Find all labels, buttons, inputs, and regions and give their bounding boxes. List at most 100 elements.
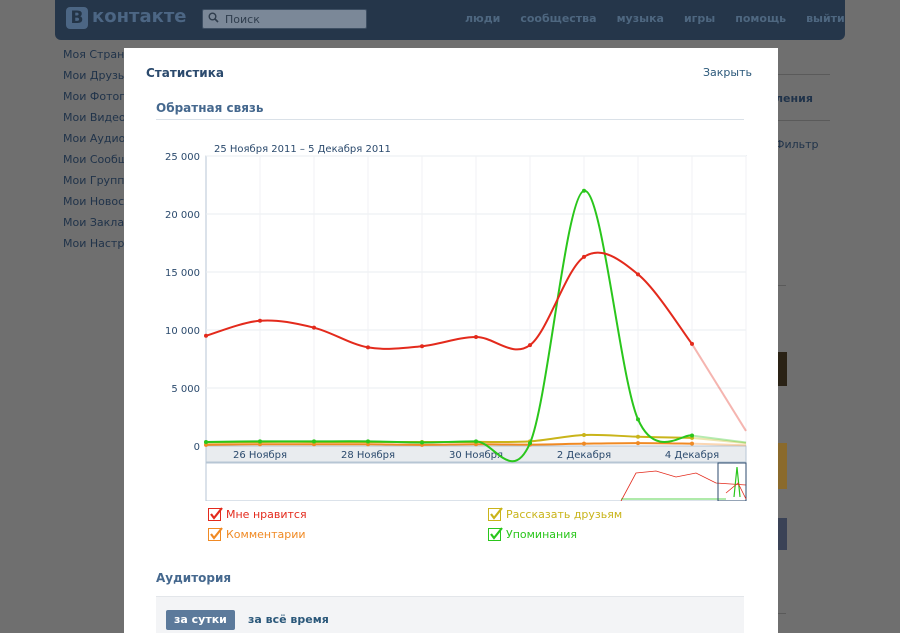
data-point xyxy=(690,433,694,438)
checkbox-icon[interactable] xyxy=(208,526,223,541)
checkbox-icon[interactable] xyxy=(488,506,503,521)
series-line xyxy=(205,189,693,463)
audience-section-title: Аудитория xyxy=(156,571,232,585)
logo-icon: В xyxy=(66,7,88,29)
x-tick-label: 4 Декабря xyxy=(665,450,719,461)
data-point xyxy=(474,439,478,444)
series-line-partial xyxy=(691,434,747,444)
sidebar-item-friends[interactable]: Мои Друзья xyxy=(63,69,131,82)
data-point xyxy=(312,439,316,444)
data-point xyxy=(636,272,640,277)
navigator-series xyxy=(620,470,747,502)
series-line xyxy=(205,251,693,351)
sidebar-item-bookmarks[interactable]: Мои Заклад xyxy=(63,216,132,229)
series-line-partial xyxy=(691,436,747,445)
data-point xyxy=(366,439,370,444)
tab-day[interactable]: за сутки xyxy=(166,610,235,630)
chart-svg: 25 Ноября 2011 – 5 Декабря 2011 0 5 000 10… xyxy=(165,144,747,502)
navigator xyxy=(205,462,747,502)
divider xyxy=(760,120,830,121)
nav-communities[interactable]: сообщества xyxy=(520,12,597,25)
data-point xyxy=(582,254,586,259)
navigator-series xyxy=(725,482,747,500)
statistics-modal: Статистика Закрыть Обратная связь 25 Ноя… xyxy=(124,48,778,633)
data-point xyxy=(258,318,262,323)
data-point xyxy=(528,343,532,348)
data-point xyxy=(636,417,640,422)
y-tick-label: 5 000 xyxy=(171,384,200,395)
search-input[interactable]: Поиск xyxy=(202,9,367,29)
sidebar-item-videos[interactable]: Мои Видеоз xyxy=(63,111,132,124)
data-point xyxy=(582,188,586,193)
tab-all-time[interactable]: за всё время xyxy=(248,613,329,626)
data-point xyxy=(474,334,478,339)
data-point xyxy=(312,325,316,330)
checkbox-icon[interactable] xyxy=(208,506,223,521)
search-icon xyxy=(208,12,219,23)
navigator-peak xyxy=(733,466,741,498)
data-point xyxy=(636,434,640,439)
series-line-partial xyxy=(691,442,747,447)
data-point xyxy=(636,441,640,446)
legend-item[interactable]: Рассказать друзьям xyxy=(488,506,622,522)
sidebar-item-messages[interactable]: Мои Сообщ xyxy=(63,153,129,166)
x-tick-label: 30 Ноября xyxy=(449,450,503,461)
nav-help[interactable]: помощь xyxy=(735,12,787,25)
sidebar-item-news[interactable]: Мои Новост xyxy=(63,195,131,208)
data-point xyxy=(204,439,208,444)
legend-item[interactable]: Комментарии xyxy=(208,526,306,542)
series-line-partial xyxy=(691,343,747,432)
feedback-chart: 25 Ноября 2011 – 5 Декабря 2011 0 5 000 10… xyxy=(146,136,756,504)
filter-link[interactable]: Фильтр xyxy=(775,138,819,151)
legend-label: Комментарии xyxy=(226,527,306,541)
data-point xyxy=(366,345,370,350)
data-point xyxy=(582,441,586,446)
divider xyxy=(760,74,830,75)
y-tick-label: 20 000 xyxy=(165,210,200,221)
audience-tabs: за сутки за всё время xyxy=(156,596,744,633)
divider xyxy=(778,613,786,614)
legend-item[interactable]: Упоминания xyxy=(488,526,577,542)
sidebar-item-groups[interactable]: Мои Группы xyxy=(63,174,134,187)
modal-title: Статистика xyxy=(146,66,224,80)
logo-text: контакте xyxy=(92,6,187,27)
section-divider xyxy=(156,119,744,120)
right-panel-title: ления xyxy=(775,92,813,105)
series-line xyxy=(205,442,693,446)
y-tick-label: 15 000 xyxy=(165,268,200,279)
sidebar-item-audio[interactable]: Мои Аудиоз xyxy=(63,132,132,145)
legend-item[interactable]: Мне нравится xyxy=(208,506,307,522)
divider xyxy=(778,285,786,286)
data-point xyxy=(582,432,586,437)
legend-label: Упоминания xyxy=(506,527,577,541)
x-tick-label: 28 Ноября xyxy=(341,450,395,461)
nav-logout[interactable]: выйти xyxy=(806,12,845,25)
data-point xyxy=(528,441,532,446)
sidebar-item-settings[interactable]: Мои Настро xyxy=(63,237,132,250)
nav-people[interactable]: люди xyxy=(465,12,501,25)
y-tick-label: 10 000 xyxy=(165,326,200,337)
data-point xyxy=(258,439,262,444)
feedback-section-title: Обратная связь xyxy=(156,101,264,115)
top-nav: люди сообщества музыка игры помощь выйти xyxy=(465,12,865,25)
data-point xyxy=(420,440,424,445)
data-point xyxy=(420,344,424,349)
left-sidebar: Моя Страни Мои Друзья Мои Фотогр Мои Вид… xyxy=(63,48,133,258)
sidebar-item-page[interactable]: Моя Страни xyxy=(63,48,132,61)
date-range-label: 25 Ноября 2011 – 5 Декабря 2011 xyxy=(214,144,391,155)
legend-label: Рассказать друзьям xyxy=(506,507,623,521)
close-button[interactable]: Закрыть xyxy=(703,66,752,79)
y-tick-label: 25 000 xyxy=(165,152,200,163)
legend-label: Мне нравится xyxy=(226,507,307,521)
sidebar-item-photos[interactable]: Мои Фотогр xyxy=(63,90,132,103)
data-point xyxy=(204,333,208,338)
checkbox-icon[interactable] xyxy=(488,526,503,541)
nav-music[interactable]: музыка xyxy=(616,12,664,25)
x-tick-label: 26 Ноября xyxy=(233,450,287,461)
data-point xyxy=(690,441,694,446)
y-tick-label: 0 xyxy=(194,442,200,453)
x-tick-label: 2 Декабря xyxy=(557,450,611,461)
data-point xyxy=(690,341,694,346)
nav-games[interactable]: игры xyxy=(683,12,716,25)
